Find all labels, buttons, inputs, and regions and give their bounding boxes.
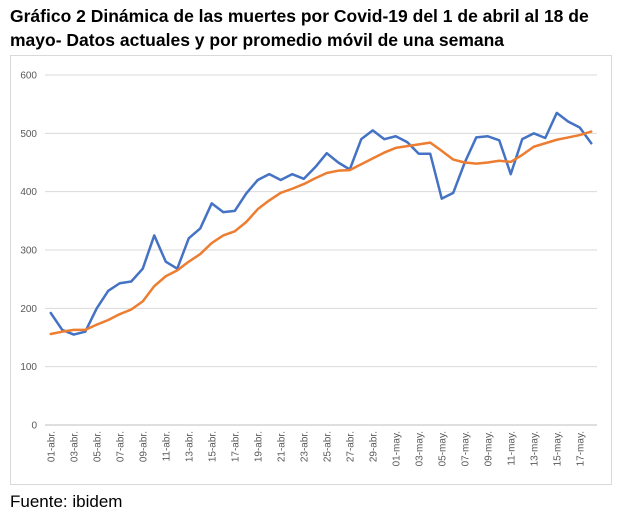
x-tick-label: 15-may. [552, 431, 563, 466]
x-tick-label: 03-abr. [69, 431, 80, 462]
x-tick-label: 23-abr. [299, 431, 310, 462]
y-tick-label: 300 [20, 246, 37, 257]
x-tick-label: 05-abr. [92, 431, 103, 462]
x-tick-label: 13-may. [529, 431, 540, 466]
y-tick-label: 200 [20, 304, 37, 315]
x-tick-label: 15-abr. [207, 431, 218, 462]
x-tick-label: 03-may. [414, 431, 425, 466]
x-tick-label: 13-abr. [184, 431, 195, 462]
x-tick-label: 05-may. [437, 431, 448, 466]
x-tick-label: 17-abr. [230, 431, 241, 462]
x-tick-label: 27-abr. [345, 431, 356, 462]
source-note: Fuente: ibidem [10, 492, 123, 511]
x-tick-label: 25-abr. [322, 431, 333, 462]
y-tick-label: 500 [20, 129, 37, 140]
x-tick-label: 09-abr. [138, 431, 149, 462]
x-tick-label: 09-may. [483, 431, 494, 466]
chart-border [10, 55, 612, 485]
x-tick-label: 11-abr. [161, 431, 172, 461]
y-tick-label: 600 [20, 71, 37, 82]
x-tick-label: 29-abr. [368, 431, 379, 462]
data-line [49, 111, 593, 336]
x-tick-label: 01-abr. [46, 431, 57, 462]
y-tick-label: 100 [20, 362, 37, 373]
x-tick-label: 01-may. [391, 431, 402, 466]
chart-title: Gráfico 2 Dinámica de las muertes por Co… [10, 6, 589, 50]
x-tick-label: 11-may. [506, 431, 517, 466]
x-tick-label: 17-may. [575, 431, 586, 466]
x-tick-label: 19-abr. [253, 431, 264, 462]
y-tick-label: 400 [20, 187, 37, 198]
x-tick-label: 07-abr. [115, 431, 126, 462]
y-tick-label: 0 [31, 421, 37, 432]
x-tick-label: 07-may. [460, 431, 471, 466]
x-tick-label: 21-abr. [276, 431, 287, 462]
data-line [49, 130, 593, 336]
chart: 0 100 200 300 400 500 600 01-abr. 03-abr. 05-abr.… [10, 55, 612, 485]
